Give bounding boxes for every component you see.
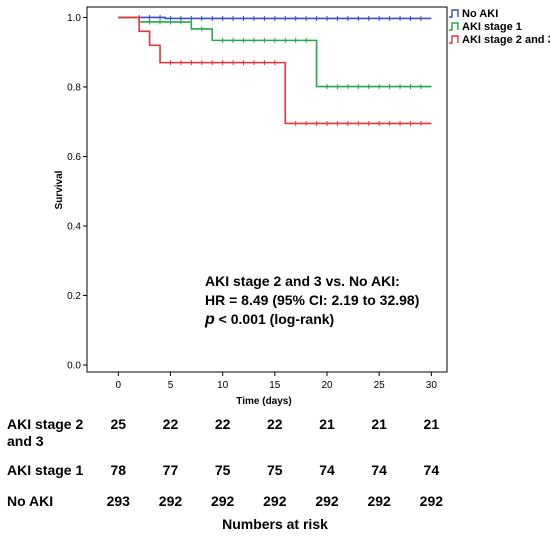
- risk-row: AKI stage 2 and 3 25 22 22 22 21 21 21: [0, 416, 550, 449]
- y-tick-label: 0.4: [67, 222, 81, 233]
- risk-value: 292: [263, 493, 287, 509]
- axis-ticks: 0 5 10 15 20 25 30 0.0 0.2 0.4 0.6 0.8 1.0: [67, 13, 437, 391]
- risk-value: 75: [267, 462, 283, 478]
- risk-value: 293: [106, 493, 130, 509]
- hazard-ratio-annotation: AKI stage 2 and 3 vs. No AKI: HR = 8.49 …: [205, 272, 419, 329]
- y-tick-label: 0.8: [67, 82, 81, 93]
- y-axis-label: Survival: [54, 170, 65, 209]
- survival-curves: [118, 14, 432, 126]
- legend-swatch: [449, 22, 459, 31]
- risk-value: 292: [367, 493, 391, 509]
- risk-value: 292: [210, 493, 235, 509]
- risk-value: 21: [371, 416, 387, 432]
- risk-value: 21: [423, 416, 440, 432]
- risk-value: 77: [162, 462, 179, 478]
- x-tick-label: 10: [217, 380, 229, 391]
- risk-row-label: AKI stage 2 and 3: [7, 416, 84, 449]
- risk-value: 74: [423, 462, 440, 478]
- x-tick-label: 5: [168, 380, 174, 391]
- risk-row: AKI stage 1 78 77 75 75 74 74 74: [0, 462, 550, 482]
- risk-value: 22: [267, 416, 283, 432]
- legend-swatch: [449, 35, 459, 44]
- p-value-text: < 0.001 (log-rank): [214, 311, 335, 327]
- risk-value: 292: [315, 493, 339, 509]
- risk-value: 292: [158, 493, 183, 509]
- risk-value: 25: [110, 416, 127, 432]
- risk-value: 292: [419, 493, 444, 509]
- risk-value: 21: [319, 416, 335, 432]
- plot-frame: [86, 6, 448, 373]
- numbers-at-risk-title: Numbers at risk: [222, 516, 328, 532]
- y-tick-label: 0.0: [67, 361, 81, 372]
- risk-row: No AKI 293 292 292 292 292 292 292: [0, 493, 550, 513]
- risk-value: 22: [214, 416, 231, 432]
- y-tick-label: 0.2: [67, 291, 81, 302]
- legend-label: AKI stage 2 and 3: [462, 34, 550, 46]
- x-tick-label: 15: [269, 380, 281, 391]
- x-tick-label: 25: [374, 380, 386, 391]
- annotation-line-2: HR = 8.49 (95% CI: 2.19 to 32.98): [205, 292, 420, 308]
- risk-value: 74: [371, 462, 387, 478]
- risk-row-label: No AKI: [7, 493, 54, 509]
- x-axis-label: Time (days): [236, 396, 291, 407]
- risk-row-label: AKI stage 1: [7, 462, 84, 478]
- legend-swatch: [449, 9, 459, 18]
- y-tick-label: 0.6: [67, 152, 81, 163]
- series-line-2: [118, 16, 432, 88]
- y-tick-label: 1.0: [67, 13, 81, 24]
- legend-label: No AKI: [462, 8, 498, 20]
- risk-value: 78: [110, 462, 127, 478]
- annotation-line-3: p < 0.001 (log-rank): [205, 310, 419, 329]
- x-tick-label: 20: [321, 380, 333, 391]
- x-tick-label: 30: [426, 380, 438, 391]
- risk-value: 74: [319, 462, 335, 478]
- x-tick-label: 0: [116, 380, 122, 391]
- series-line-3: [118, 16, 432, 125]
- risk-value: 75: [214, 462, 231, 478]
- annotation-line-1: AKI stage 2 and 3 vs. No AKI:: [205, 273, 400, 289]
- legend-label: AKI stage 1: [462, 21, 522, 33]
- p-symbol: p: [205, 311, 215, 328]
- risk-value: 22: [162, 416, 179, 432]
